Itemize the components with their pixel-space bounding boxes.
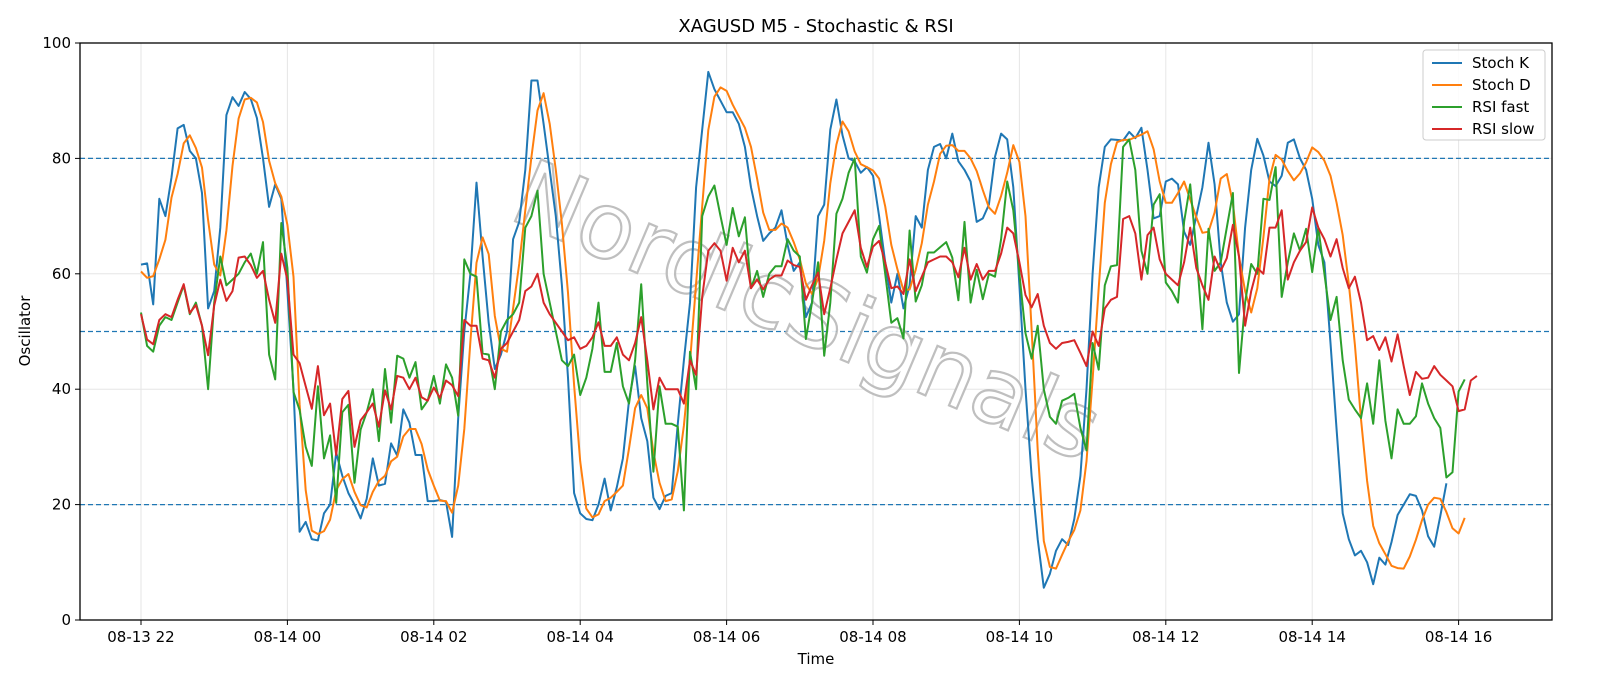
legend-label-stoch-k: Stoch K xyxy=(1472,54,1530,72)
series-lines xyxy=(140,70,1478,589)
series-line-rsi-slow xyxy=(140,206,1478,456)
y-axis: 0 20 40 60 80 100 xyxy=(42,34,80,629)
x-axis: 08-13 22 08-14 00 08-14 02 08-14 04 08-14 06… xyxy=(107,620,1492,646)
y-tick-label: 100 xyxy=(42,34,71,52)
chart-title: XAGUSD M5 - Stochastic & RSI xyxy=(678,16,953,37)
y-tick-label: 40 xyxy=(52,380,71,398)
legend-box xyxy=(1422,49,1546,141)
x-tick-label: 08-14 02 xyxy=(400,628,467,646)
legend-label-rsi-slow: RSI slow xyxy=(1472,120,1535,138)
y-axis-label: Oscillator xyxy=(16,295,34,367)
x-tick-label: 08-14 16 xyxy=(1425,628,1492,646)
y-tick-label: 20 xyxy=(52,496,71,514)
x-tick-label: 08-14 00 xyxy=(254,628,321,646)
plot-frame xyxy=(79,42,1553,621)
y-tick-label: 0 xyxy=(61,611,71,629)
legend-label-rsi-fast: RSI fast xyxy=(1472,98,1529,116)
x-tick-label: 08-14 08 xyxy=(839,628,906,646)
x-tick-label: 08-14 06 xyxy=(693,628,760,646)
x-tick-label: 08-13 22 xyxy=(107,628,174,646)
x-axis-label: Time xyxy=(797,650,835,668)
y-tick-label: 80 xyxy=(52,149,71,167)
legend: Stoch K Stoch D RSI fast RSI slow xyxy=(1422,49,1546,141)
series-line-stoch-d xyxy=(140,86,1466,570)
x-tick-label: 08-14 04 xyxy=(546,628,613,646)
x-tick-label: 08-14 10 xyxy=(986,628,1053,646)
series-line-stoch-k xyxy=(140,70,1448,589)
y-tick-label: 60 xyxy=(52,265,71,283)
legend-label-stoch-d: Stoch D xyxy=(1472,76,1531,94)
x-tick-label: 08-14 12 xyxy=(1132,628,1199,646)
x-tick-label: 08-14 14 xyxy=(1278,628,1345,646)
